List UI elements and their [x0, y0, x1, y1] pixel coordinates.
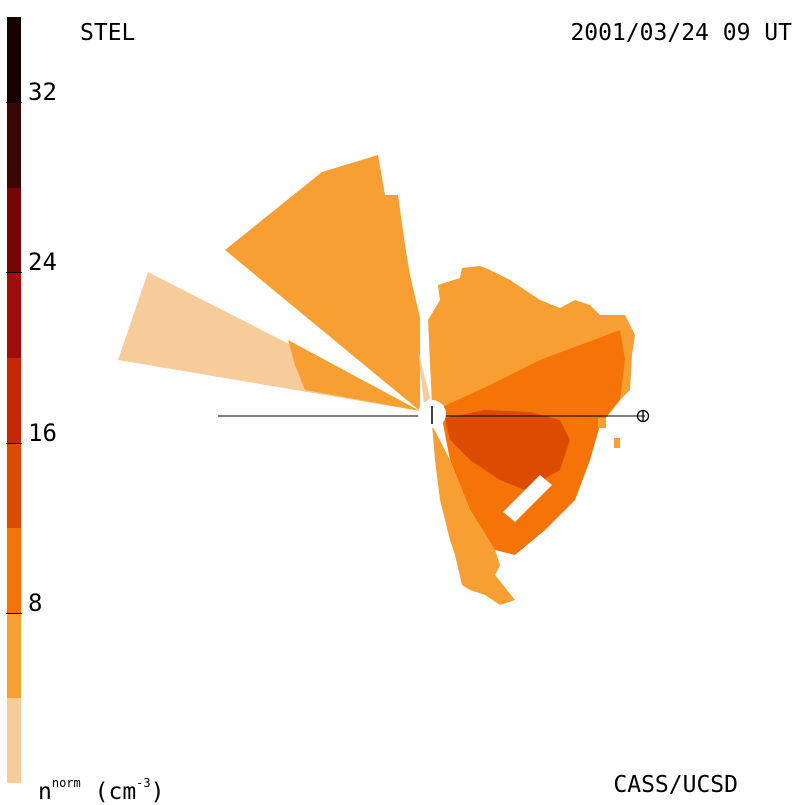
density-region-medium-d	[432, 425, 515, 605]
colorbar-segment	[7, 272, 21, 358]
colorbar-tick-label: 24	[28, 248, 57, 277]
data-gap	[503, 475, 552, 522]
colorbar-tick	[6, 612, 22, 614]
colorbar-tick	[6, 272, 22, 274]
density-region-light-sliver	[418, 350, 430, 404]
density-speck	[598, 418, 606, 428]
colorbar-segment	[7, 527, 21, 614]
unit-close: )	[150, 779, 165, 805]
colorbar-tick	[6, 442, 22, 444]
density-region-medium-a	[288, 340, 420, 411]
colorbar-segment	[7, 442, 21, 529]
density-region-darkest	[445, 410, 570, 490]
colorbar-segment	[7, 697, 21, 784]
density-region-medium-b	[225, 155, 420, 411]
unit-exponent: -3	[136, 776, 151, 790]
credit-label: CASS/UCSD	[613, 772, 738, 798]
colorbar-segment	[7, 612, 21, 699]
datetime-label: 2001/03/24 09 UT	[570, 20, 792, 46]
colorbar-tick-label: 32	[28, 78, 57, 107]
density-speck	[614, 438, 620, 448]
unit-superscript: norm	[51, 776, 81, 790]
colorbar-tick	[6, 102, 22, 104]
colorbar-segment	[7, 17, 21, 103]
instrument-label: STEL	[80, 20, 136, 46]
colorbar-tick-label: 8	[28, 588, 43, 617]
colorbar-tick-label: 16	[28, 418, 57, 447]
colorbar	[7, 17, 21, 784]
unit-base: n	[38, 779, 52, 805]
colorbar-segment	[7, 357, 21, 444]
colorbar-segment	[7, 102, 21, 188]
colorbar-segment	[7, 187, 21, 273]
